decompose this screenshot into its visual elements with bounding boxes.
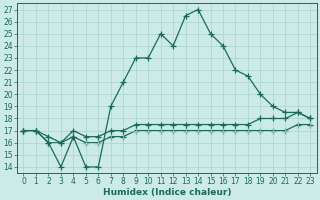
- X-axis label: Humidex (Indice chaleur): Humidex (Indice chaleur): [103, 188, 231, 197]
